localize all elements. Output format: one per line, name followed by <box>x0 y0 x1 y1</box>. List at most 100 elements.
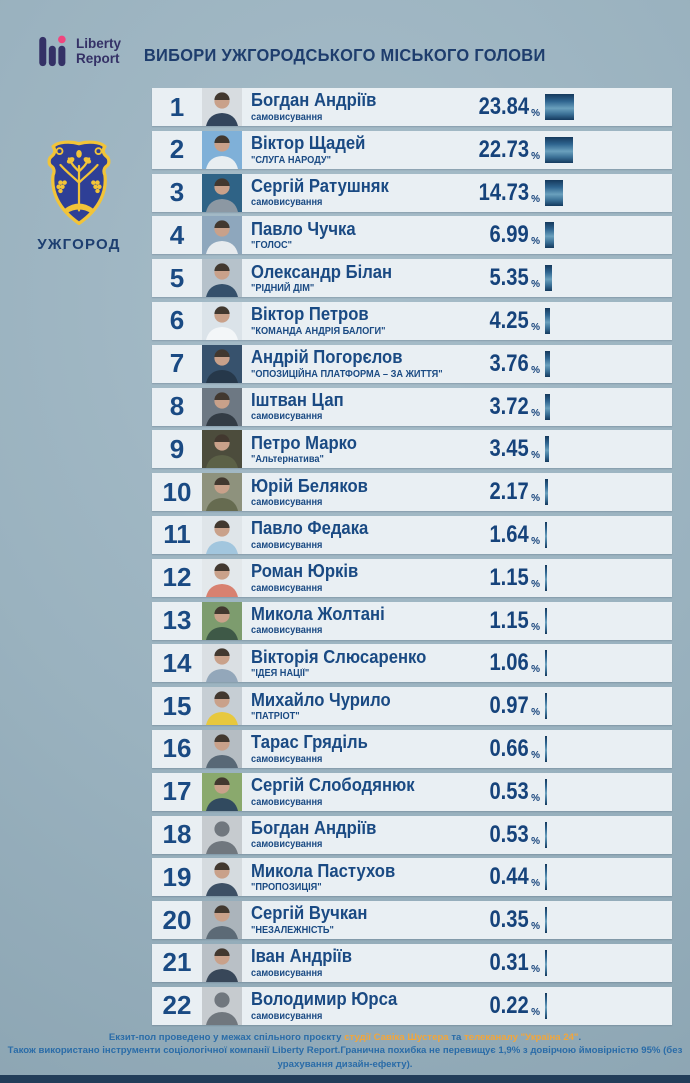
brand-line1: Liberty <box>76 35 122 51</box>
percent-value: 1.64 <box>489 520 530 548</box>
percent-value: 0.53 <box>489 777 530 805</box>
person-silhouette-icon <box>206 648 238 683</box>
candidate-photo <box>202 687 242 726</box>
rank-number: 18 <box>162 819 192 850</box>
candidate-photo <box>202 515 242 554</box>
candidate-party: самовисування <box>251 967 323 979</box>
liberty-report-glyph-icon <box>39 35 66 67</box>
percent-value: 23.84 <box>478 93 530 120</box>
page-title: ВИБОРИ УЖГОРОДСЬКОГО МІСЬКОГО ГОЛОВИ <box>0 45 690 66</box>
candidate-name: Микола Пастухов <box>251 859 396 881</box>
person-silhouette-icon <box>206 992 238 1025</box>
candidate-name: Павло Чучка <box>251 217 356 239</box>
candidate-name: Олександр Білан <box>251 260 393 282</box>
result-row: 19 Микола Пастухов "ПРОПОЗИЦІЯ" 0.44 % <box>152 858 672 897</box>
candidate-name: Сергій Вучкан <box>251 902 368 924</box>
candidate-photo <box>202 858 242 897</box>
candidate-photo <box>202 216 242 255</box>
result-bar <box>545 222 554 249</box>
percent-block: 23.84 % <box>469 88 540 126</box>
result-bar <box>545 821 547 848</box>
candidate-party: самовисування <box>251 539 323 551</box>
result-row: 4 Павло Чучка "ГОЛОС" 6.99 % <box>152 216 672 255</box>
result-row: 21 Іван Андріїв самовисування 0.31 % <box>152 943 672 982</box>
percent-block: 0.66 % <box>482 730 540 768</box>
candidate-party: самовисування <box>251 111 323 123</box>
result-bar <box>545 992 547 1019</box>
person-silhouette-icon <box>206 306 238 340</box>
candidate-party: "ОПОЗИЦІЙНА ПЛАТФОРМА – ЗА ЖИТТЯ" <box>251 368 443 380</box>
percent-sign: % <box>531 1006 540 1018</box>
candidate-name: Михайло Чурило <box>251 688 391 710</box>
percent-value: 1.15 <box>489 563 530 591</box>
percent-value: 3.45 <box>489 435 530 463</box>
candidate-photo <box>202 729 242 768</box>
person-silhouette-icon <box>206 862 238 897</box>
percent-sign: % <box>531 535 540 547</box>
rank-number: 19 <box>162 861 192 892</box>
rank-number: 14 <box>162 647 192 678</box>
person-silhouette-icon <box>206 391 238 426</box>
candidate-info: Микола Жолтані самовисування <box>251 604 400 636</box>
result-bar <box>545 907 547 934</box>
rank-number: 9 <box>169 433 185 464</box>
rank-number: 10 <box>162 476 192 507</box>
result-row: 9 Петро Марко "Альтернатива" 3.45 % <box>152 430 672 469</box>
percent-block: 1.15 % <box>482 559 540 597</box>
result-row: 14 Вікторія Слюсаренко "ІДЕЯ НАЦІЇ" 1.06… <box>152 644 672 683</box>
candidate-info: Віктор Щадей "СЛУГА НАРОДУ" <box>251 134 378 165</box>
candidate-info: Богдан Андріїв самовисування <box>251 91 390 122</box>
candidate-party: "ГОЛОС" <box>251 240 293 252</box>
candidate-name: Сергій Ратушняк <box>251 174 389 196</box>
candidate-photo <box>202 88 242 126</box>
person-silhouette-icon <box>206 263 238 298</box>
rank-number: 4 <box>169 219 185 250</box>
candidate-name: Іван Андріїв <box>251 945 352 967</box>
candidate-party: "ПРОПОЗИЦІЯ" <box>251 882 322 894</box>
page-title-text: ВИБОРИ УЖГОРОДСЬКОГО МІСЬКОГО ГОЛОВИ <box>144 45 546 65</box>
city-crest-block: УЖГОРОД <box>18 140 140 253</box>
result-row: 15 Михайло Чурило "ПАТРІОТ" 0.97 % <box>152 687 672 726</box>
candidate-photo <box>202 259 242 298</box>
result-row: 5 Олександр Білан "РІДНИЙ ДІМ" 5.35 % <box>152 259 672 298</box>
result-row: 7 Андрій Погорєлов "ОПОЗИЦІЙНА ПЛАТФОРМА… <box>152 344 672 383</box>
candidate-photo <box>202 901 242 940</box>
brand-text: Liberty Report <box>76 35 122 67</box>
candidate-photo <box>202 430 242 469</box>
candidate-info: Тарас Гряділь самовисування <box>251 733 381 764</box>
percent-sign: % <box>531 963 540 975</box>
candidate-info: Андрій Погорєлов "ОПОЗИЦІЙНА ПЛАТФОРМА –… <box>251 348 455 379</box>
percent-block: 4.25 % <box>482 302 540 340</box>
percent-block: 0.31 % <box>482 944 540 982</box>
rank-number: 13 <box>162 605 192 636</box>
percent-value: 0.53 <box>489 820 530 848</box>
result-bar <box>545 607 547 634</box>
percent-block: 0.53 % <box>482 773 540 811</box>
candidate-name: Петро Марко <box>251 431 357 453</box>
candidate-party: "КОМАНДА АНДРІЯ БАЛОГИ" <box>251 325 386 337</box>
candidate-photo <box>202 387 242 426</box>
footer-note: Екзит-пол проведено у межах спільного пр… <box>0 1031 690 1071</box>
percent-value: 0.66 <box>489 734 530 762</box>
candidate-party: "СЛУГА НАРОДУ" <box>251 154 331 166</box>
percent-block: 0.97 % <box>482 687 540 725</box>
result-bar <box>545 350 550 377</box>
percent-block: 3.45 % <box>482 430 540 468</box>
result-bar <box>545 778 547 805</box>
result-row: 17 Сергій Слободянюк самовисування 0.53 … <box>152 772 672 811</box>
candidate-info: Сергій Слободянюк самовисування <box>251 776 433 807</box>
percent-sign: % <box>531 664 540 676</box>
rank-number: 20 <box>162 904 192 935</box>
percent-value: 0.31 <box>489 948 530 976</box>
rank-number: 15 <box>162 690 192 721</box>
rank-number: 22 <box>162 990 192 1021</box>
percent-value: 22.73 <box>478 135 530 163</box>
candidate-party: "Альтернатива" <box>251 454 324 466</box>
candidate-party: "НЕЗАЛЕЖНІСТЬ" <box>251 924 334 936</box>
result-row: 22 Володимир Юрса самовисування 0.22 % <box>152 986 672 1025</box>
results-list: 1 Богдан Андріїв самовисування 23.84 % 2 <box>152 88 672 1025</box>
person-silhouette-icon <box>206 563 238 597</box>
candidate-name: Вікторія Слюсаренко <box>251 645 427 667</box>
percent-block: 5.35 % <box>482 259 540 297</box>
percent-block: 0.44 % <box>482 858 540 896</box>
